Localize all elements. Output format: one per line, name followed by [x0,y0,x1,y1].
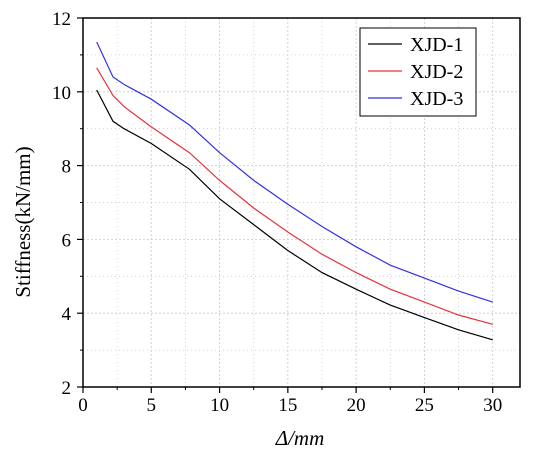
y-tick-labels: 2 4 6 8 10 12 [52,9,72,399]
legend-label: XJD-1 [410,34,463,56]
x-tick-label: 10 [210,395,229,416]
x-tick-label: 5 [147,395,157,416]
x-tick-labels: 0 5 10 15 20 25 30 [78,395,502,416]
legend: XJD-1 XJD-2 XJD-3 [359,27,477,117]
x-tick-label: 20 [347,395,366,416]
y-tick-label: 2 [62,378,72,399]
x-tick-label: 0 [78,395,88,416]
y-tick-label: 6 [62,230,72,251]
legend-label: XJD-3 [410,88,463,110]
series-layer [96,41,493,341]
legend-label: XJD-2 [410,61,463,83]
series-line-xjd-2 [96,67,493,325]
y-tick-label: 4 [62,304,72,325]
legend-box [359,27,477,117]
series-line-xjd-1 [96,89,493,341]
x-tick-label: 15 [278,395,297,416]
x-axis-title: Δ/mm [275,426,325,450]
y-tick-label: 12 [52,9,71,30]
x-tick-label: 30 [483,395,502,416]
y-tick-label: 8 [62,157,72,178]
y-tick-label: 10 [52,83,71,104]
series-line-xjd-3 [96,41,493,303]
x-tick-label: 25 [415,395,434,416]
axis-ticks [77,17,494,393]
y-axis-title: Stiffness(kN/mm) [11,146,35,297]
